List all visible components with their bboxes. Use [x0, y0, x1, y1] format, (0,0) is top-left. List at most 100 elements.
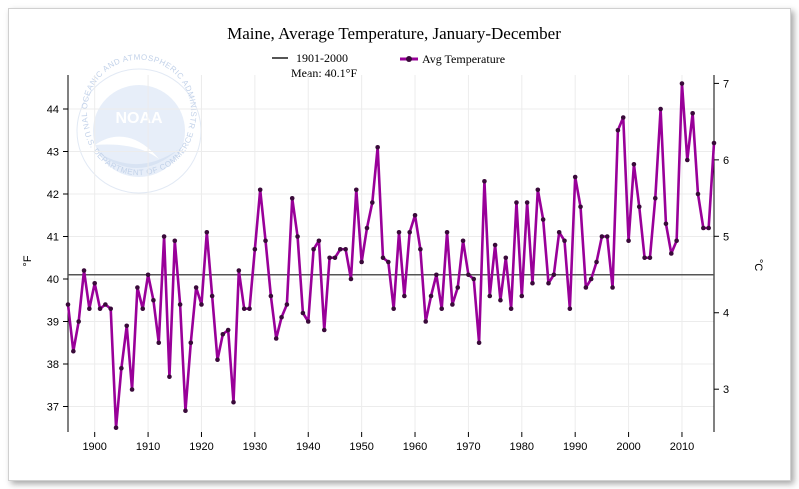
data-point: [193, 285, 199, 290]
series-avg-temperature: [65, 81, 717, 431]
x-tick-label: 1970: [456, 441, 480, 453]
y-tick-label-left: 38: [47, 359, 59, 371]
x-tick-label: 1990: [563, 441, 587, 453]
x-tick-label: 1930: [243, 441, 267, 453]
data-point: [359, 259, 364, 265]
data-point: [129, 387, 135, 392]
data-point: [487, 293, 493, 299]
data-point: [71, 348, 76, 354]
data-point: [343, 246, 348, 252]
data-point: [567, 306, 573, 312]
temperature-chart: Maine, Average Temperature, January-Dece…: [9, 9, 764, 453]
data-point: [188, 340, 194, 346]
chart-frame: Maine, Average Temperature, January-Dece…: [8, 8, 791, 481]
data-point: [391, 306, 396, 312]
y-tick-label-left: 40: [47, 274, 59, 286]
chart-title: Maine, Average Temperature, January-Dece…: [227, 24, 561, 43]
data-point: [663, 221, 669, 227]
data-point: [466, 272, 471, 278]
y-tick-label-left: 44: [47, 104, 59, 116]
data-point: [311, 246, 316, 252]
data-point: [241, 306, 247, 312]
legend-series-marker: [406, 56, 412, 62]
y-tick-label-left: 41: [47, 232, 59, 244]
x-tick-label: 1940: [296, 441, 320, 453]
data-point: [615, 127, 621, 133]
data-point: [386, 259, 391, 265]
data-point: [209, 293, 215, 299]
data-point: [546, 280, 551, 286]
data-point: [685, 157, 690, 163]
data-point: [300, 310, 306, 316]
data-point: [81, 268, 87, 273]
noaa-logo-bird: [95, 136, 159, 159]
data-point: [620, 115, 626, 120]
data-point: [674, 238, 679, 244]
data-point: [151, 297, 156, 303]
data-point: [247, 306, 252, 312]
data-point: [103, 302, 108, 307]
data-point: [220, 331, 226, 337]
data-point: [476, 340, 482, 346]
data-point: [690, 110, 695, 116]
data-point: [76, 319, 81, 324]
data-point: [701, 225, 706, 231]
data-point: [231, 399, 236, 405]
y-tick-label-right: 7: [723, 78, 729, 90]
data-point: [604, 234, 610, 239]
data-point: [215, 357, 220, 363]
data-point: [524, 200, 530, 205]
data-point: [65, 302, 71, 307]
data-point: [321, 327, 327, 333]
data-point: [348, 276, 354, 282]
data-point: [396, 229, 402, 235]
data-point: [284, 302, 290, 307]
data-point: [172, 238, 178, 244]
y-tick-label-left: 39: [47, 317, 59, 329]
data-point: [108, 306, 114, 312]
data-point: [161, 234, 167, 239]
data-point: [498, 297, 503, 303]
data-point: [556, 229, 562, 235]
data-point: [279, 314, 284, 320]
data-point: [572, 174, 578, 180]
y-axis-label-right: °C: [752, 259, 764, 271]
x-tick-label: 1950: [349, 441, 373, 453]
data-point: [177, 302, 183, 307]
data-point: [92, 280, 97, 286]
data-point: [145, 272, 151, 278]
y-tick-label-left: 42: [47, 189, 59, 201]
data-point: [434, 272, 439, 278]
data-point: [183, 408, 188, 414]
data-point: [711, 140, 717, 146]
data-point: [140, 306, 146, 312]
data-point: [668, 251, 674, 256]
data-point: [289, 195, 295, 201]
data-point: [257, 187, 263, 193]
legend-series-label: Avg Temperature: [422, 52, 505, 66]
data-point: [508, 306, 514, 312]
data-point: [647, 255, 653, 261]
data-point: [428, 293, 434, 299]
data-point: [204, 229, 210, 235]
data-point: [225, 327, 231, 333]
data-point: [268, 293, 274, 299]
data-point: [578, 204, 583, 210]
data-point: [636, 204, 642, 210]
data-point: [652, 195, 658, 201]
legend: 1901-2000 Mean: 40.1°F Avg Temperature: [272, 51, 505, 80]
data-point: [450, 302, 455, 307]
data-point: [135, 285, 140, 290]
x-tick-label: 1910: [136, 441, 160, 453]
data-point: [551, 272, 557, 278]
x-tick-label: 1960: [403, 441, 427, 453]
noaa-logo-wave: [99, 149, 179, 169]
data-point: [594, 259, 599, 265]
data-point: [252, 246, 258, 252]
data-point: [626, 238, 631, 244]
data-point: [599, 234, 605, 239]
data-point: [503, 255, 509, 261]
y-tick-label-left: 43: [47, 147, 59, 159]
data-point: [519, 293, 525, 299]
data-point: [119, 365, 124, 371]
